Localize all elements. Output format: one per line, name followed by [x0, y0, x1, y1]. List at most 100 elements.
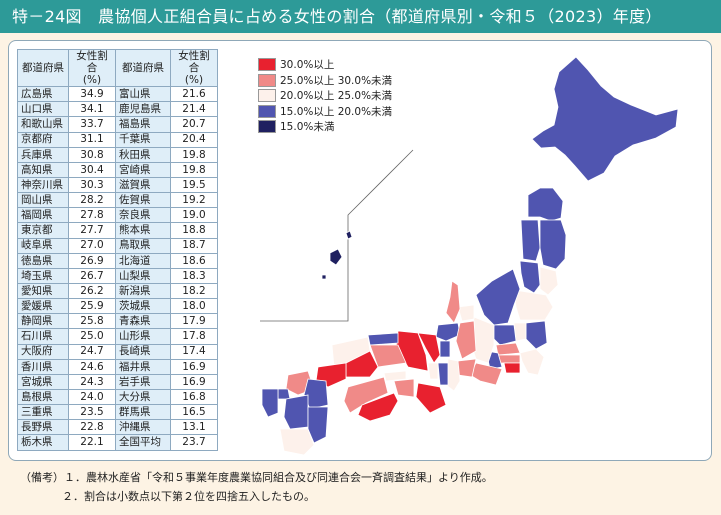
prefecture-長崎県 [261, 388, 279, 418]
prefecture-name-cell: 山梨県 [115, 267, 171, 285]
map-legend: 30.0%以上 25.0%以上 30.0%未満 20.0%以上 25.0%未満 15.… [258, 57, 392, 135]
prefecture-name-cell: 福島県 [115, 116, 171, 133]
prefecture-奈良県 [437, 362, 449, 386]
female-ratio-cell: 19.5 [170, 177, 218, 194]
legend-swatch [258, 104, 276, 118]
female-ratio-cell: 24.0 [68, 388, 116, 406]
female-ratio-cell: 19.8 [170, 161, 218, 179]
female-ratio-cell: 34.9 [68, 86, 116, 103]
prefecture-東京都 [497, 354, 521, 364]
table-row: 島根県 24.0 大分県 16.8 [17, 388, 218, 406]
prefecture-name-cell: 高知県 [17, 161, 69, 179]
prefecture-name-cell: 山口県 [17, 101, 69, 118]
female-ratio-cell: 23.5 [68, 404, 116, 421]
table-row: 神奈川県 30.3 滋賀県 19.5 [17, 177, 218, 194]
female-ratio-cell: 21.6 [170, 86, 218, 103]
prefecture-name-cell: 茨城県 [115, 298, 171, 315]
note-2: ２．割合は小数点以下第２位を四捨五入したもの。 [62, 490, 315, 503]
prefecture-山形県 [519, 260, 541, 294]
prefecture-滋賀県 [439, 340, 451, 358]
legend-item: 15.0%以上 20.0%未満 [258, 104, 392, 120]
female-ratio-cell: 28.2 [68, 192, 116, 209]
figure-title: 特－24図 農協個人正組合員に占める女性の割合（都道府県別・令和５（2023）年… [0, 0, 721, 33]
prefecture-茨城県 [525, 320, 548, 350]
prefecture-name-cell: 静岡県 [17, 313, 69, 330]
female-ratio-cell: 21.4 [170, 101, 218, 118]
prefecture-name-cell: 滋賀県 [115, 177, 171, 194]
prefecture-name-cell: 岐阜県 [17, 237, 69, 254]
prefecture-神奈川県 [503, 362, 521, 374]
female-ratio-cell: 18.3 [170, 267, 218, 285]
prefecture-name-cell: 栃木県 [17, 434, 69, 451]
prefecture-name-cell: 奈良県 [115, 207, 171, 224]
table-header-cell: 女性割合 (%) [170, 48, 218, 88]
female-ratio-cell: 13.1 [170, 419, 218, 436]
prefecture-name-cell: 千葉県 [115, 131, 171, 148]
table-row: 石川県 25.0 山形県 17.8 [17, 328, 218, 345]
prefecture-宮崎県 [307, 406, 329, 444]
prefecture-千葉県 [519, 348, 545, 376]
map-svg [260, 56, 679, 456]
okinawa-inset-border [260, 149, 414, 322]
prefecture-name-cell: 岩手県 [115, 373, 171, 391]
prefecture-高知県 [357, 392, 399, 422]
prefecture-name-cell: 兵庫県 [17, 146, 69, 163]
prefecture-name-cell: 鳥取県 [115, 237, 171, 254]
legend-swatch [258, 58, 276, 72]
prefecture-岩手県 [539, 219, 567, 270]
prefecture-name-cell: 和歌山県 [17, 116, 69, 133]
table-row: 愛媛県 25.9 茨城県 18.0 [17, 298, 218, 315]
female-ratio-cell: 31.1 [68, 131, 116, 148]
prefecture-京都府 [417, 332, 441, 364]
prefecture-徳島県 [393, 378, 415, 398]
prefecture-石川県 [445, 280, 461, 324]
prefecture-name-cell: 福井県 [115, 358, 171, 375]
female-ratio-cell: 26.9 [68, 252, 116, 269]
prefecture-name-cell: 山形県 [115, 328, 171, 345]
female-ratio-cell: 30.8 [68, 146, 116, 163]
table-row: 埼玉県 26.7 山梨県 18.3 [17, 267, 218, 285]
legend-item: 25.0%以上 30.0%未満 [258, 73, 392, 89]
prefecture-name-cell: 富山県 [115, 86, 171, 103]
prefecture-熊本県 [283, 394, 309, 430]
legend-swatch [258, 120, 276, 134]
female-ratio-cell: 23.7 [170, 434, 218, 451]
prefecture-埼玉県 [495, 342, 521, 356]
legend-label: 15.0%以上 20.0%未満 [280, 105, 393, 118]
legend-swatch [258, 89, 276, 103]
prefecture-name-cell: 長崎県 [115, 343, 171, 360]
table-row: 福岡県 27.8 奈良県 19.0 [17, 207, 218, 224]
female-ratio-cell: 30.3 [68, 177, 116, 194]
table-row: 愛知県 26.2 新潟県 18.2 [17, 283, 218, 300]
prefecture-name-cell: 沖縄県 [115, 419, 171, 436]
table-row: 宮城県 24.3 岩手県 16.9 [17, 373, 218, 391]
prefecture-愛媛県 [343, 376, 389, 414]
legend-swatch [258, 73, 276, 87]
prefecture-鳥取県 [367, 332, 399, 346]
prefecture-秋田県 [520, 219, 541, 262]
prefecture-鹿児島県 [279, 428, 315, 456]
female-ratio-cell: 22.1 [68, 434, 116, 451]
female-ratio-cell: 18.6 [170, 252, 218, 269]
prefecture-name-cell: 徳島県 [17, 252, 69, 269]
female-ratio-cell: 25.9 [68, 298, 116, 315]
prefecture-name-cell: 愛媛県 [17, 298, 69, 315]
legend-item: 30.0%以上 [258, 57, 392, 73]
female-ratio-cell: 16.9 [170, 358, 218, 375]
legend-label: 25.0%以上 30.0%未満 [280, 74, 393, 87]
prefecture-name-cell: 青森県 [115, 313, 171, 330]
female-ratio-cell: 19.2 [170, 192, 218, 209]
female-ratio-cell: 27.7 [68, 222, 116, 239]
legend-label: 15.0%未満 [280, 121, 335, 134]
prefecture-name-cell: 全国平均 [115, 434, 171, 451]
female-ratio-cell: 30.4 [68, 161, 116, 179]
female-ratio-cell: 26.7 [68, 267, 116, 285]
prefecture-群馬県 [491, 324, 517, 346]
prefecture-和歌山県 [415, 382, 447, 414]
table-row: 徳島県 26.9 北海道 18.6 [17, 252, 218, 269]
prefecture-富山県 [457, 304, 475, 322]
prefecture-香川県 [383, 370, 407, 382]
table-row: 山口県 34.1 鹿児島県 21.4 [17, 101, 218, 118]
prefecture-新潟県 [475, 268, 521, 326]
legend-label: 20.0%以上 25.0%未満 [280, 90, 393, 103]
